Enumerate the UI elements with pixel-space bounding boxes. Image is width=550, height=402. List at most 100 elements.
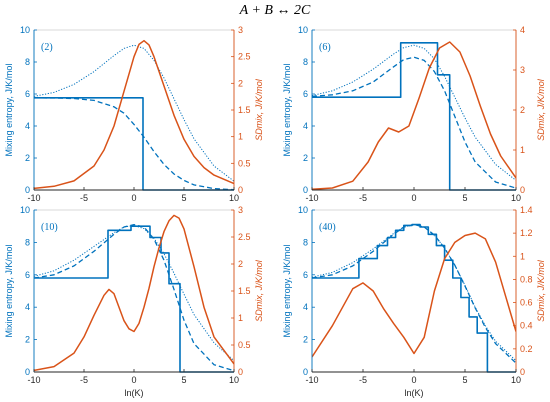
left-tick-label: 8 bbox=[303, 237, 308, 247]
panel-label: (2) bbox=[41, 42, 53, 53]
right-tick-label: 2 bbox=[238, 78, 243, 88]
x-axis-label: ln(K) bbox=[124, 388, 143, 398]
right-axis-label: SDmix, J/K/mol bbox=[536, 78, 546, 141]
x-tick-label: 10 bbox=[229, 193, 239, 203]
left-tick-label: 6 bbox=[303, 89, 308, 99]
right-tick-label: 0 bbox=[238, 185, 243, 195]
dotted-series bbox=[34, 44, 234, 182]
x-tick-label: 5 bbox=[181, 375, 186, 385]
series-group bbox=[34, 214, 234, 373]
step-series bbox=[34, 97, 234, 191]
x-tick-label: 5 bbox=[462, 193, 467, 203]
left-tick-label: 0 bbox=[25, 367, 30, 377]
right-tick-label: 0.2 bbox=[520, 344, 533, 354]
series-group bbox=[312, 223, 516, 373]
x-tick-label: 0 bbox=[131, 193, 136, 203]
right-tick-label: 2 bbox=[238, 259, 243, 269]
right-tick-label: 1.5 bbox=[238, 105, 251, 115]
x-tick-label: 0 bbox=[411, 375, 416, 385]
right-tick-label: 0.5 bbox=[238, 158, 251, 168]
panel-label: (10) bbox=[41, 222, 58, 233]
left-tick-label: 2 bbox=[303, 153, 308, 163]
step-series bbox=[312, 41, 516, 191]
left-tick-label: 10 bbox=[20, 205, 30, 215]
figure-title: A + B ↔ 2C bbox=[239, 3, 311, 18]
step-series bbox=[312, 223, 516, 373]
right-tick-label: 3 bbox=[238, 205, 243, 215]
left-tick-label: 8 bbox=[25, 237, 30, 247]
x-tick-label: -10 bbox=[305, 375, 318, 385]
panel-label: (6) bbox=[319, 42, 331, 53]
right-tick-label: 1.4 bbox=[520, 205, 533, 215]
x-tick-label: 0 bbox=[131, 375, 136, 385]
right-tick-label: 4 bbox=[520, 25, 525, 35]
right-tick-label: 0 bbox=[520, 185, 525, 195]
right-tick-label: 2.5 bbox=[238, 52, 251, 62]
x-tick-label: 0 bbox=[411, 193, 416, 203]
right-tick-label: 0.4 bbox=[520, 321, 533, 331]
right-tick-label: 0.8 bbox=[520, 274, 533, 284]
plot-frame bbox=[33, 29, 235, 191]
x-tick-label: -10 bbox=[27, 193, 40, 203]
dashed-series bbox=[312, 56, 516, 189]
right-tick-label: 1 bbox=[238, 313, 243, 323]
panel-label: (40) bbox=[319, 222, 336, 233]
left-tick-label: 2 bbox=[25, 153, 30, 163]
right-tick-label: 2.5 bbox=[238, 232, 251, 242]
x-tick-label: 10 bbox=[511, 375, 521, 385]
right-tick-label: 1 bbox=[520, 251, 525, 261]
dotted-series bbox=[312, 224, 516, 362]
right-tick-label: 3 bbox=[238, 25, 243, 35]
right-tick-label: 1.2 bbox=[520, 228, 533, 238]
left-axis-label: Mixing entropy, J/K/mol bbox=[4, 64, 14, 157]
left-tick-label: 6 bbox=[25, 89, 30, 99]
series-group bbox=[34, 39, 234, 191]
dashed-series bbox=[34, 97, 234, 191]
x-tick-label: -10 bbox=[305, 193, 318, 203]
x-tick-label: -5 bbox=[359, 375, 367, 385]
x-tick-label: -5 bbox=[80, 193, 88, 203]
sd-mix-series bbox=[312, 41, 516, 190]
x-tick-label: -5 bbox=[359, 193, 367, 203]
sd-mix-series bbox=[312, 232, 516, 358]
x-tick-label: 10 bbox=[511, 193, 521, 203]
x-tick-label: -5 bbox=[80, 375, 88, 385]
series-group bbox=[312, 41, 516, 191]
left-tick-label: 6 bbox=[25, 270, 30, 280]
left-tick-label: 4 bbox=[303, 121, 308, 131]
left-tick-label: 8 bbox=[25, 57, 30, 67]
x-tick-label: 5 bbox=[181, 193, 186, 203]
left-tick-label: 2 bbox=[25, 335, 30, 345]
left-tick-label: 10 bbox=[20, 25, 30, 35]
dashed-series bbox=[34, 223, 234, 372]
sd-mix-series bbox=[34, 39, 234, 190]
left-tick-label: 8 bbox=[303, 57, 308, 67]
x-tick-label: -10 bbox=[27, 375, 40, 385]
right-tick-label: 1 bbox=[520, 145, 525, 155]
left-tick-label: 10 bbox=[298, 25, 308, 35]
left-tick-label: 4 bbox=[25, 121, 30, 131]
left-tick-label: 0 bbox=[303, 367, 308, 377]
right-tick-label: 1 bbox=[238, 132, 243, 142]
dotted-series bbox=[34, 224, 234, 362]
left-tick-label: 4 bbox=[303, 302, 308, 312]
left-tick-label: 6 bbox=[303, 270, 308, 280]
right-tick-label: 1.5 bbox=[238, 286, 251, 296]
sd-mix-series bbox=[34, 214, 234, 372]
right-axis-label: SDmix, J/K/mol bbox=[536, 259, 546, 322]
right-tick-label: 0.5 bbox=[238, 340, 251, 350]
right-tick-label: 0 bbox=[238, 367, 243, 377]
left-tick-label: 10 bbox=[298, 205, 308, 215]
x-axis-label: ln(K) bbox=[404, 388, 423, 398]
right-tick-label: 2 bbox=[520, 105, 525, 115]
left-axis-label: Mixing entropy, J/K/mol bbox=[4, 245, 14, 338]
right-tick-label: 3 bbox=[520, 65, 525, 75]
right-tick-label: 0.6 bbox=[520, 298, 533, 308]
x-tick-label: 10 bbox=[229, 375, 239, 385]
